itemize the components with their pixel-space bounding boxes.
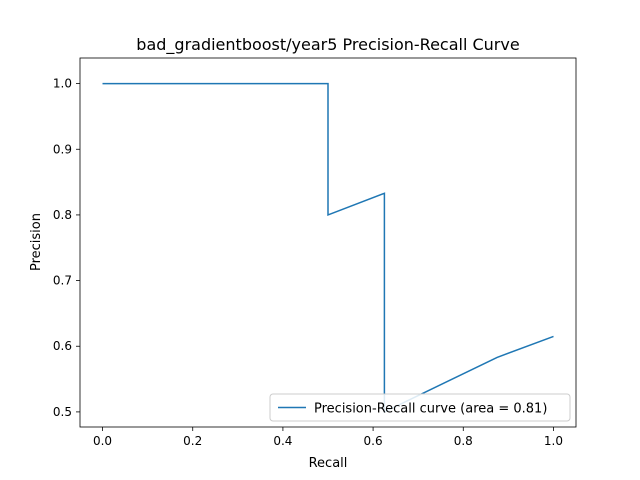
x-tick-label: 0.0: [93, 434, 112, 448]
x-tick-label: 0.6: [364, 434, 383, 448]
y-tick-label: 0.6: [53, 339, 72, 353]
x-tick-label: 0.2: [183, 434, 202, 448]
legend-box: [269, 393, 571, 422]
y-tick-label: 1.0: [53, 77, 72, 91]
series-line-0: [102, 82, 554, 414]
legend-entry-0: Precision-Recall curve (area = 0.81): [314, 402, 547, 417]
y-tick-label: 0.5: [53, 405, 72, 419]
y-axis-label: Precision: [29, 213, 44, 271]
axes-frame: [79, 57, 577, 428]
x-tick-label: 0.8: [454, 434, 473, 448]
y-tick-label: 0.9: [53, 142, 72, 156]
x-tick-label: 1.0: [544, 434, 563, 448]
y-tick-label: 0.8: [53, 208, 72, 222]
x-axis-label: Recall: [309, 456, 348, 471]
x-tick-label: 0.4: [273, 434, 292, 448]
y-tick-label: 0.7: [53, 274, 72, 288]
chart-title: bad_gradientboost/year5 Precision-Recall…: [136, 35, 519, 55]
plot-area: 0.0 0.2 0.4 0.6 0.8 1.0 0.5 0.6 0.7 0.8 0.9 1.0 Prec…: [53, 57, 577, 448]
